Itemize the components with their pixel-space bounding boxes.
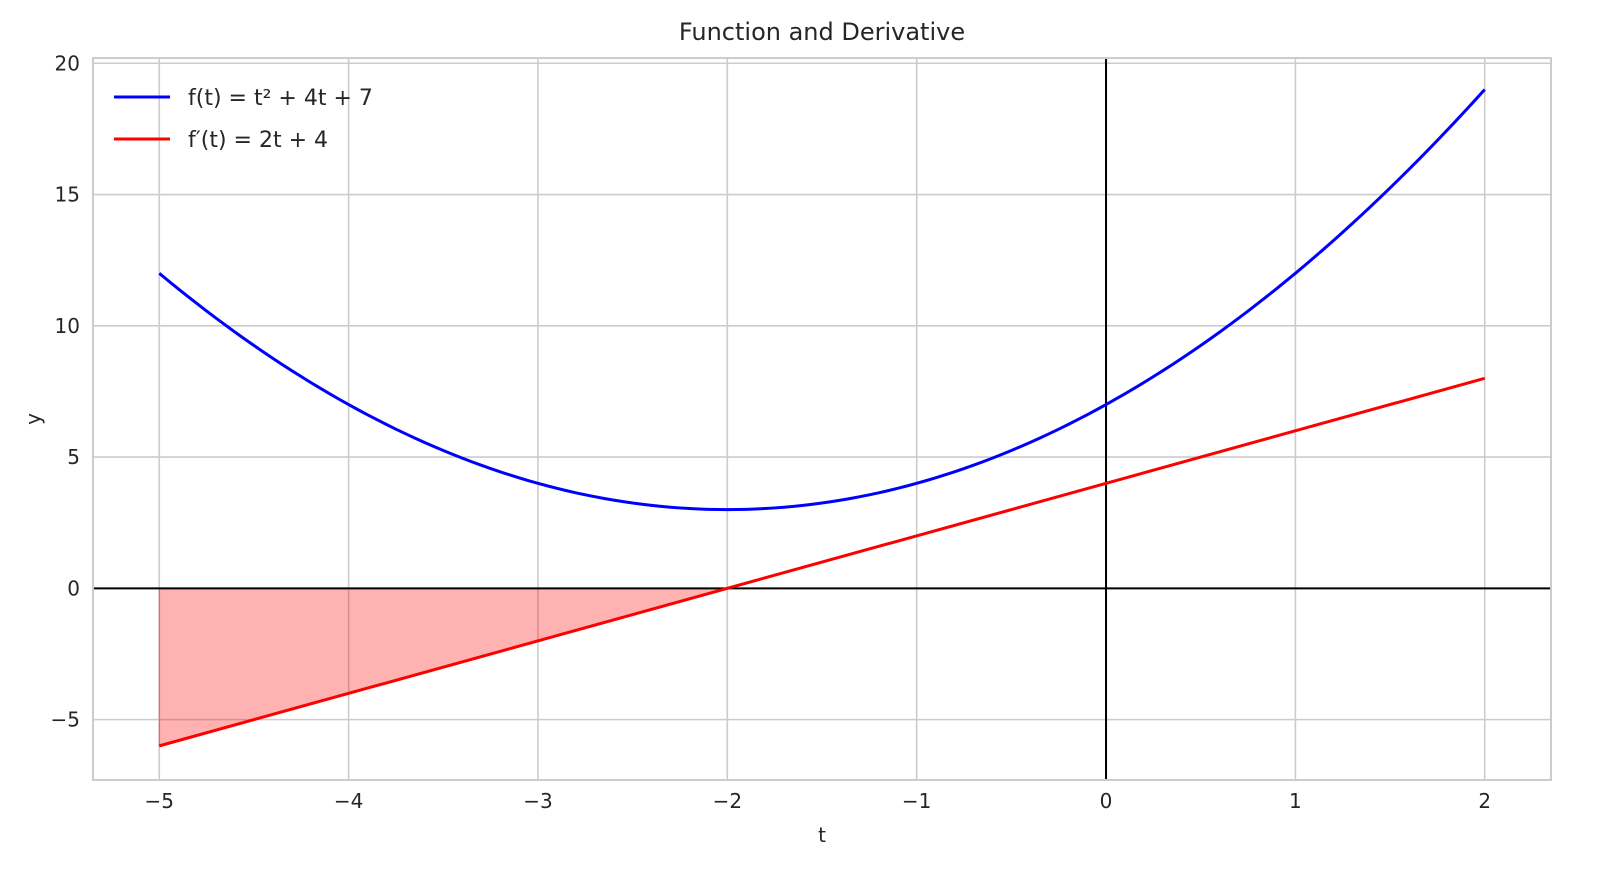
y-tick-label: 0	[67, 576, 80, 600]
x-axis-label: t	[818, 823, 826, 847]
x-tick-label: 2	[1478, 789, 1491, 813]
series-line-f	[158, 88, 1486, 512]
plot-frame	[92, 57, 1552, 781]
y-axis-label: y	[21, 413, 45, 425]
x-tick-label: −1	[902, 789, 931, 813]
x-tick-label: 1	[1289, 789, 1302, 813]
y-tick-label: 20	[55, 51, 80, 75]
legend: f(t) = t² + 4t + 7 f′(t) = 2t + 4	[114, 86, 373, 153]
reference-lines	[93, 58, 1551, 780]
y-tick-label: 15	[55, 183, 80, 207]
y-tick-label: 5	[67, 445, 80, 469]
series-line-fprime	[158, 376, 1486, 748]
chart-title: Function and Derivative	[679, 18, 965, 46]
x-tick-labels: −5 −4 −3 −2 −1 0 1 2	[145, 789, 1492, 813]
legend-label-fprime: f′(t) = 2t + 4	[188, 128, 328, 153]
y-tick-labels: −5 0 5 10 15 20	[51, 51, 80, 731]
x-tick-label: −3	[523, 789, 552, 813]
y-tick-label: 10	[55, 314, 80, 338]
x-tick-label: 0	[1100, 789, 1113, 813]
y-tick-label: −5	[51, 708, 80, 732]
x-tick-label: −4	[334, 789, 363, 813]
series-lines	[158, 88, 1486, 748]
x-tick-label: −5	[145, 789, 174, 813]
legend-label-f: f(t) = t² + 4t + 7	[188, 86, 373, 111]
x-tick-label: −2	[713, 789, 742, 813]
